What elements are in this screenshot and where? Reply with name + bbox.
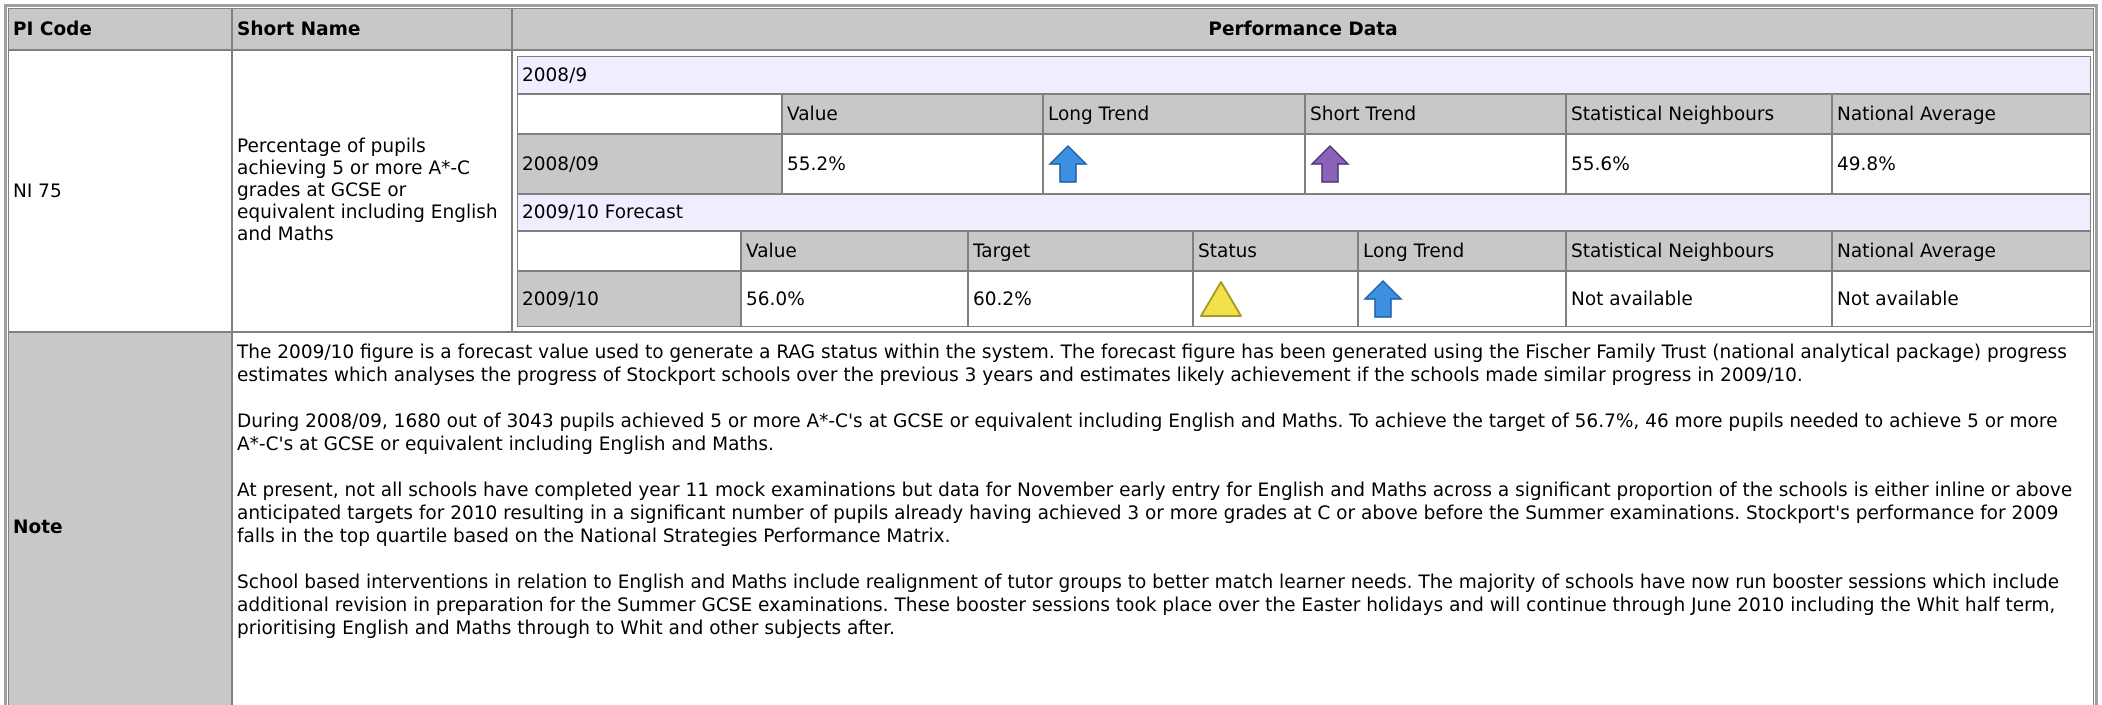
period: 2008/09 <box>517 134 782 194</box>
blank-cell <box>517 231 741 271</box>
short-name: Percentage of pupils achieving 5 or more… <box>232 50 512 332</box>
period-title: 2008/9 <box>517 56 2091 94</box>
up-arrow-icon <box>1310 144 1350 183</box>
value: 56.0% <box>741 271 968 327</box>
note-text: The 2009/10 figure is a forecast value u… <box>232 332 2094 705</box>
national-average: 49.8% <box>1832 134 2091 194</box>
table-frame <box>4 4 2098 705</box>
note-paragraph: During 2008/09, 1680 out of 3043 pupils … <box>237 411 2058 455</box>
note-label: Note <box>8 332 232 705</box>
note-paragraph: At present, not all schools have complet… <box>237 480 2073 547</box>
statistical-neighbours: Not available <box>1566 271 1832 327</box>
header-cell: Performance Data <box>512 8 2094 50</box>
column-header: Statistical Neighbours <box>1566 231 1832 271</box>
up-arrow-icon <box>1363 279 1403 318</box>
note-paragraph: The 2009/10 figure is a forecast value u… <box>237 342 2067 386</box>
column-header: National Average <box>1832 231 2091 271</box>
header-cell: Short Name <box>232 8 512 50</box>
short-trend <box>1305 134 1566 194</box>
column-header: Value <box>741 231 968 271</box>
long-trend <box>1043 134 1305 194</box>
column-header: Status <box>1193 231 1358 271</box>
target: 60.2% <box>968 271 1193 327</box>
column-header: National Average <box>1832 94 2091 134</box>
up-arrow-icon <box>1048 144 1088 183</box>
blank-cell <box>517 94 782 134</box>
column-header: Short Trend <box>1305 94 1566 134</box>
column-header: Long Trend <box>1358 231 1566 271</box>
column-header: Statistical Neighbours <box>1566 94 1832 134</box>
column-header: Long Trend <box>1043 94 1305 134</box>
amber-status-icon <box>1200 281 1242 317</box>
period-title: 2009/10 Forecast <box>517 194 2091 231</box>
value: 55.2% <box>782 134 1043 194</box>
note-paragraph: School based interventions in relation t… <box>237 572 2060 639</box>
column-header: Target <box>968 231 1193 271</box>
national-average: Not available <box>1832 271 2091 327</box>
period: 2009/10 <box>517 271 741 327</box>
header-cell: PI Code <box>8 8 232 50</box>
status <box>1193 271 1358 327</box>
statistical-neighbours: 55.6% <box>1566 134 1832 194</box>
long-trend <box>1358 271 1566 327</box>
pi-code: NI 75 <box>8 50 232 332</box>
column-header: Value <box>782 94 1043 134</box>
performance-cell <box>512 50 2094 332</box>
